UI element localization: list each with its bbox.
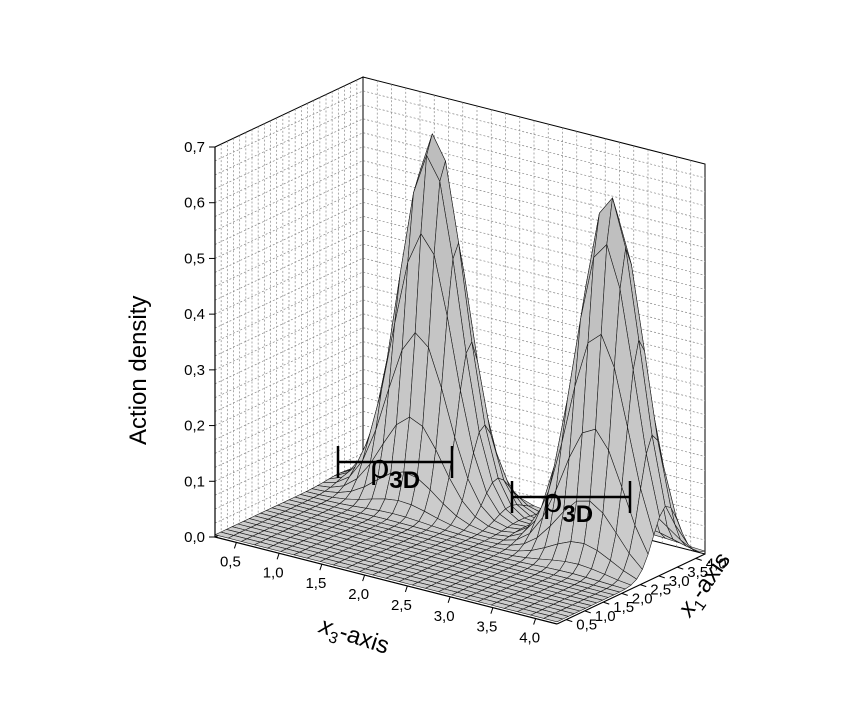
floor-axes xyxy=(214,147,706,625)
x3-tick-mark xyxy=(533,618,537,625)
x1-tick-label: 2,5 xyxy=(650,582,671,599)
z-tick-label: 0,7 xyxy=(184,139,205,156)
rho-3d-annotation: ρ3D xyxy=(336,446,454,494)
x1-tick-label: 1,0 xyxy=(595,608,616,625)
x3-tick-label: 1,5 xyxy=(305,575,326,592)
z-tick-label: 0,6 xyxy=(184,195,205,212)
x1-tick-mark xyxy=(603,601,610,605)
x3-tick-mark xyxy=(447,596,451,603)
x3-tick-mark xyxy=(276,553,280,560)
z-tick-label: 0,3 xyxy=(184,362,205,379)
x3-axis-line xyxy=(214,536,558,625)
x1-tick-mark xyxy=(640,584,647,588)
x3-tick-label: 3,0 xyxy=(434,608,455,625)
x1-tick-label: 1,5 xyxy=(613,599,634,616)
surface-patch xyxy=(543,615,564,623)
svg-text:ρ3D: ρ3D xyxy=(370,448,420,494)
x1-tick-label: 3,5 xyxy=(687,564,708,581)
z-tick-label: 0,1 xyxy=(184,473,205,490)
x1-tick-label: 3,0 xyxy=(669,573,690,590)
x1-tick-mark xyxy=(566,619,573,623)
z-axis-title: Action density xyxy=(125,296,152,445)
z-tick-label: 0,5 xyxy=(184,250,205,267)
x3-tick-mark xyxy=(362,574,366,582)
z-tick-label: 0,2 xyxy=(184,418,205,435)
x3-tick-label: 3,5 xyxy=(476,619,497,636)
x3-tick-mark xyxy=(404,585,408,593)
x3-axis-title: x3-axis xyxy=(314,612,393,664)
x3-tick-mark xyxy=(233,542,237,549)
rho-3d-annotation: ρ3D xyxy=(510,481,632,528)
x1-tick-mark xyxy=(584,610,591,614)
x3-tick-label: 2,0 xyxy=(348,586,369,603)
annotations: ρ3D ρ3D xyxy=(336,446,632,528)
x1-tick-mark xyxy=(621,592,628,596)
z-tick-label: 0,4 xyxy=(184,306,205,323)
x1-tick-mark xyxy=(677,566,684,570)
x3-tick-label: 2,5 xyxy=(391,597,412,614)
x3-tick-mark xyxy=(319,564,323,571)
z-tick-label: 0,0 xyxy=(184,529,205,546)
x1-tick-mark xyxy=(658,575,665,579)
x3-tick-label: 0,5 xyxy=(220,553,241,570)
x1-tick-mark xyxy=(695,557,702,561)
surface-mesh xyxy=(214,133,706,623)
svg-text:ρ3D: ρ3D xyxy=(543,482,593,528)
x1-tick-label: 2,0 xyxy=(632,590,653,607)
x1-tick-label: 4,0 xyxy=(706,555,727,572)
x3-tick-label: 1,0 xyxy=(263,564,284,581)
x1-axis-line xyxy=(556,553,706,625)
tick-labels: 0,00,10,20,30,40,50,60,70,51,01,52,02,53… xyxy=(184,139,726,647)
x3-tick-mark xyxy=(490,607,494,614)
x1-tick-label: 0,5 xyxy=(576,617,597,634)
x3-tick-label: 4,0 xyxy=(519,630,540,647)
